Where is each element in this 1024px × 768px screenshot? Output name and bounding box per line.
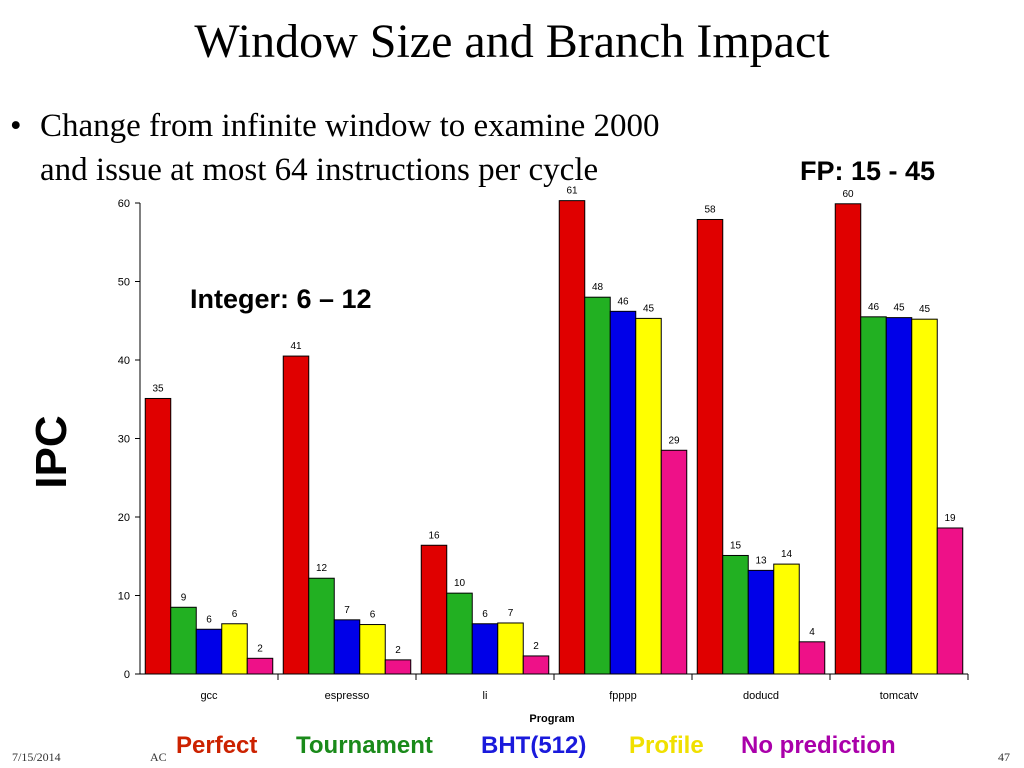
bar (584, 296, 611, 675)
bar (282, 355, 310, 675)
bar (246, 657, 274, 675)
data-label: 29 (668, 435, 680, 446)
bullet-line-1: Change from infinite window to examine 2… (40, 108, 660, 144)
y-tick-label: 10 (118, 591, 130, 603)
y-tick-label: 30 (118, 434, 130, 446)
bar (722, 554, 749, 675)
x-tick-label: espresso (325, 690, 370, 702)
data-label: 45 (643, 303, 655, 314)
data-label: 7 (344, 605, 350, 616)
bar (609, 310, 637, 675)
y-axis-label: IPC (27, 415, 76, 489)
data-label: 6 (206, 614, 212, 625)
data-label: 6 (370, 610, 376, 621)
bar (420, 544, 448, 675)
data-label: 6 (482, 609, 488, 620)
footer-center: AC (150, 750, 167, 764)
data-label: 45 (919, 304, 931, 315)
data-label: 41 (290, 341, 302, 352)
x-tick-label: li (483, 690, 488, 702)
x-axis-label: Program (529, 713, 574, 725)
bar (773, 563, 800, 675)
y-tick-label: 0 (124, 669, 130, 681)
bar (170, 606, 197, 675)
bar (635, 317, 662, 675)
bar (558, 200, 586, 675)
data-label: 16 (428, 530, 440, 541)
data-label: 12 (316, 563, 328, 574)
bar (195, 628, 223, 675)
data-label: 60 (842, 189, 854, 200)
data-label: 6 (232, 609, 238, 620)
data-label: 46 (868, 302, 880, 313)
bar (308, 577, 335, 675)
legend-tournament: Tournament (296, 732, 433, 759)
data-label: 2 (533, 641, 539, 652)
legend-bht: BHT(512) (481, 732, 587, 759)
y-tick-label: 50 (118, 277, 130, 289)
legend-no-prediction: No prediction (741, 732, 896, 759)
x-tick-label: tomcatv (880, 690, 919, 702)
bar (885, 317, 913, 675)
bar (144, 397, 172, 675)
bar (522, 655, 550, 675)
bullet-line-2: and issue at most 64 instructions per cy… (40, 152, 599, 188)
fp-range-annotation: FP: 15 - 45 (800, 156, 936, 186)
data-label: 10 (454, 578, 466, 589)
y-tick-label: 40 (118, 355, 130, 367)
bar (798, 641, 826, 675)
x-tick-label: doducd (743, 690, 779, 702)
legend: Perfect Tournament BHT(512) Profile No p… (0, 732, 1024, 762)
data-label: 14 (781, 549, 793, 560)
footer-date: 7/15/2014 (12, 750, 61, 764)
bar (333, 619, 361, 675)
data-label: 2 (395, 645, 401, 656)
y-tick-label: 20 (118, 512, 130, 524)
data-label: 4 (809, 627, 815, 638)
bar (936, 527, 964, 675)
bar (221, 623, 248, 675)
slide-title: Window Size and Branch Impact (194, 15, 830, 68)
bar (834, 203, 862, 675)
data-label: 15 (730, 540, 742, 551)
x-tick-label: fpppp (609, 690, 637, 702)
data-label: 7 (508, 608, 514, 619)
bar (696, 218, 724, 675)
data-label: 35 (152, 383, 164, 394)
bar (446, 592, 473, 675)
data-label: 13 (755, 555, 767, 566)
bar (860, 316, 887, 675)
data-label: 46 (617, 296, 629, 307)
data-label: 19 (944, 513, 956, 524)
bullet-dot: • (10, 108, 22, 144)
legend-profile: Profile (629, 732, 704, 759)
data-label: 58 (704, 204, 716, 215)
data-label: 48 (592, 282, 604, 293)
bar (471, 623, 499, 675)
integer-range-annotation: Integer: 6 – 12 (190, 284, 372, 314)
bar (911, 318, 938, 675)
bar (384, 659, 412, 675)
data-label: 2 (257, 643, 263, 654)
legend-perfect: Perfect (176, 732, 258, 759)
bar (747, 569, 775, 675)
bar (660, 449, 688, 675)
x-tick-label: gcc (200, 690, 218, 702)
data-label: 45 (893, 303, 905, 314)
bar (359, 624, 386, 675)
data-label: 61 (566, 186, 578, 197)
bar (497, 622, 524, 675)
y-tick-label: 60 (118, 198, 130, 210)
data-label: 9 (181, 592, 187, 603)
footer-page-number: 47 (998, 750, 1010, 764)
